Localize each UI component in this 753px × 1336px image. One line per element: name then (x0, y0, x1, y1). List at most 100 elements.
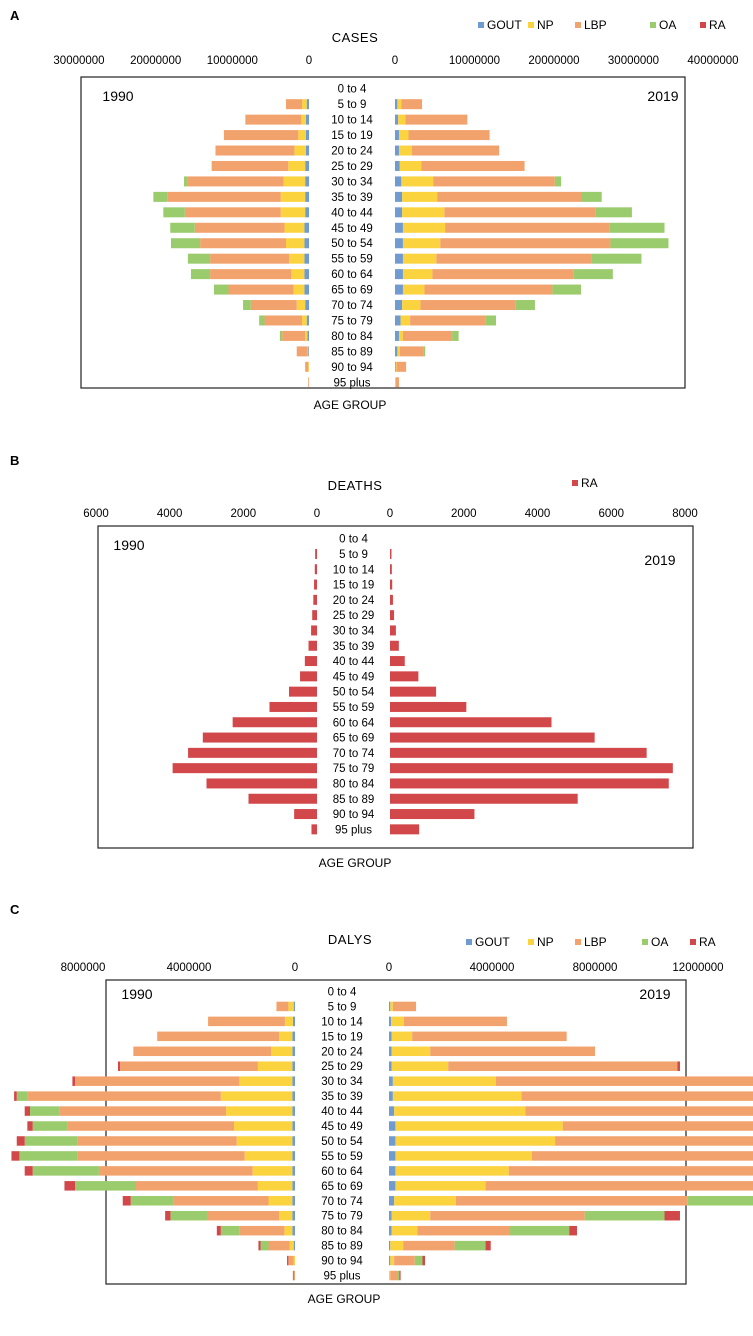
bar-2019-lbp (403, 1240, 455, 1251)
panel-letter: A (10, 8, 20, 23)
bar-2019-lbp (401, 99, 423, 110)
age-group-label: 55 to 59 (333, 702, 375, 714)
bar-1990-lbp (215, 145, 295, 156)
bar-2019-np (398, 130, 409, 141)
bar-2019-np (397, 346, 400, 357)
age-group-label: 50 to 54 (321, 1136, 363, 1148)
bar-2019-np (394, 1196, 456, 1206)
bar-1990-gout (304, 253, 309, 264)
chart-panel-b: B DEATHS RA 6000 4000 2000 0 0 2000 4000 6000 8000 1… (10, 453, 698, 870)
bar-2019-np (398, 330, 403, 341)
bar-2019-oa (552, 284, 582, 295)
age-group-label: 10 to 14 (333, 564, 375, 576)
age-group-label: 85 to 89 (321, 1241, 363, 1253)
bar-1990-ra (312, 610, 317, 621)
legend-swatch-gout (478, 22, 484, 28)
bar-1990-oa (259, 315, 265, 326)
left-year-label: 1990 (121, 986, 152, 1002)
bar-2019-np (402, 253, 437, 264)
legend-label-gout: GOUT (475, 935, 510, 949)
bar-2019-gout (395, 284, 403, 295)
bar-1990-lbp (282, 330, 306, 341)
bar-2019-np (390, 1001, 393, 1012)
x-axis-label: AGE GROUP (319, 856, 392, 870)
bar-2019-np (402, 222, 446, 233)
bar-1990-np (288, 1001, 294, 1012)
bar-2019-lbp (420, 300, 516, 311)
bar-2019-np (402, 300, 421, 311)
age-group-label: 45 to 49 (333, 671, 375, 683)
bar-1990-ra (248, 793, 317, 804)
bar-2019-oa (454, 1240, 486, 1251)
age-group-label: 5 to 9 (328, 1001, 357, 1013)
bar-1990-gout (305, 114, 309, 125)
bar-2019-lbp (437, 191, 582, 202)
bar-2019-oa (591, 253, 642, 264)
bar-1990-np (308, 361, 309, 372)
bar-1990-np (244, 1151, 293, 1161)
bar-1990-lbp (268, 1240, 290, 1251)
bar-1990-gout (292, 1121, 295, 1131)
right-axis-tick: 20000000 (528, 55, 579, 67)
bar-1990-oa (30, 1106, 60, 1116)
bar-1990-oa (170, 1210, 208, 1221)
bar-1990-ra (188, 747, 317, 758)
bar-2019-np (402, 269, 433, 280)
bar-2019-gout (395, 330, 399, 341)
age-group-label: 65 to 69 (331, 285, 373, 297)
right-axis-tick: 0 (392, 55, 398, 67)
bar-1990-lbp (286, 99, 303, 110)
bar-1990-np (296, 300, 306, 311)
bar-1990-ra (11, 1151, 20, 1161)
bar-1990-lbp (157, 1031, 280, 1042)
bar-1990-gout (292, 1210, 295, 1221)
left-axis-tick: 4000000 (167, 962, 212, 974)
bar-2019-np (402, 191, 438, 202)
legend-swatch-gout (466, 939, 472, 945)
legend-label-lbp: LBP (584, 935, 607, 949)
bar-2019-gout (395, 114, 399, 125)
bar-1990-ra (294, 809, 317, 820)
bar-2019-lbp (531, 1151, 753, 1161)
bar-1990-np (301, 114, 306, 125)
age-group-label: 40 to 44 (331, 207, 373, 219)
age-group-label: 40 to 44 (321, 1106, 363, 1118)
bar-1990-np (293, 284, 305, 295)
age-group-label: 20 to 24 (321, 1046, 363, 1058)
bar-1990-oa (32, 1166, 99, 1176)
bar-1990-oa (16, 1091, 28, 1101)
age-group-label: 55 to 59 (321, 1151, 363, 1163)
bar-1990-ra (232, 717, 317, 728)
age-group-label: 25 to 29 (331, 161, 373, 173)
bar-1990-oa (190, 269, 211, 280)
bar-2019-ra (390, 564, 392, 575)
bar-2019-gout (395, 222, 403, 233)
age-group-label: 30 to 34 (333, 625, 375, 637)
legend-swatch-ra (700, 22, 706, 28)
bar-2019-lbp (395, 377, 399, 388)
bar-2019-np (402, 207, 445, 218)
legend-swatch-ra (690, 939, 696, 945)
age-group-label: 15 to 19 (333, 580, 375, 592)
bar-2019-gout (395, 145, 399, 156)
bar-2019-gout (395, 191, 403, 202)
legend-swatch-lbp (575, 939, 581, 945)
bar-2019-np (392, 1091, 522, 1101)
bar-1990-ra (122, 1196, 131, 1206)
legend-swatch-lbp (575, 22, 581, 28)
bar-1990-gout (292, 1016, 295, 1027)
age-group-label: 35 to 39 (333, 641, 375, 653)
age-group-label: 10 to 14 (331, 115, 373, 127)
bar-1990-gout (292, 1046, 295, 1057)
bar-2019-lbp (521, 1091, 753, 1101)
bar-2019-lbp (410, 315, 486, 326)
bar-1990-np (234, 1121, 293, 1131)
bar-1990-gout (304, 222, 309, 233)
bar-2019-lbp (405, 114, 468, 125)
bar-2019-np (391, 1016, 404, 1027)
bar-2019-gout (389, 1091, 393, 1101)
bar-1990-lbp (288, 1255, 294, 1266)
bar-1990-np (298, 130, 306, 141)
bar-2019-ra (390, 778, 669, 789)
bar-1990-np (291, 269, 305, 280)
